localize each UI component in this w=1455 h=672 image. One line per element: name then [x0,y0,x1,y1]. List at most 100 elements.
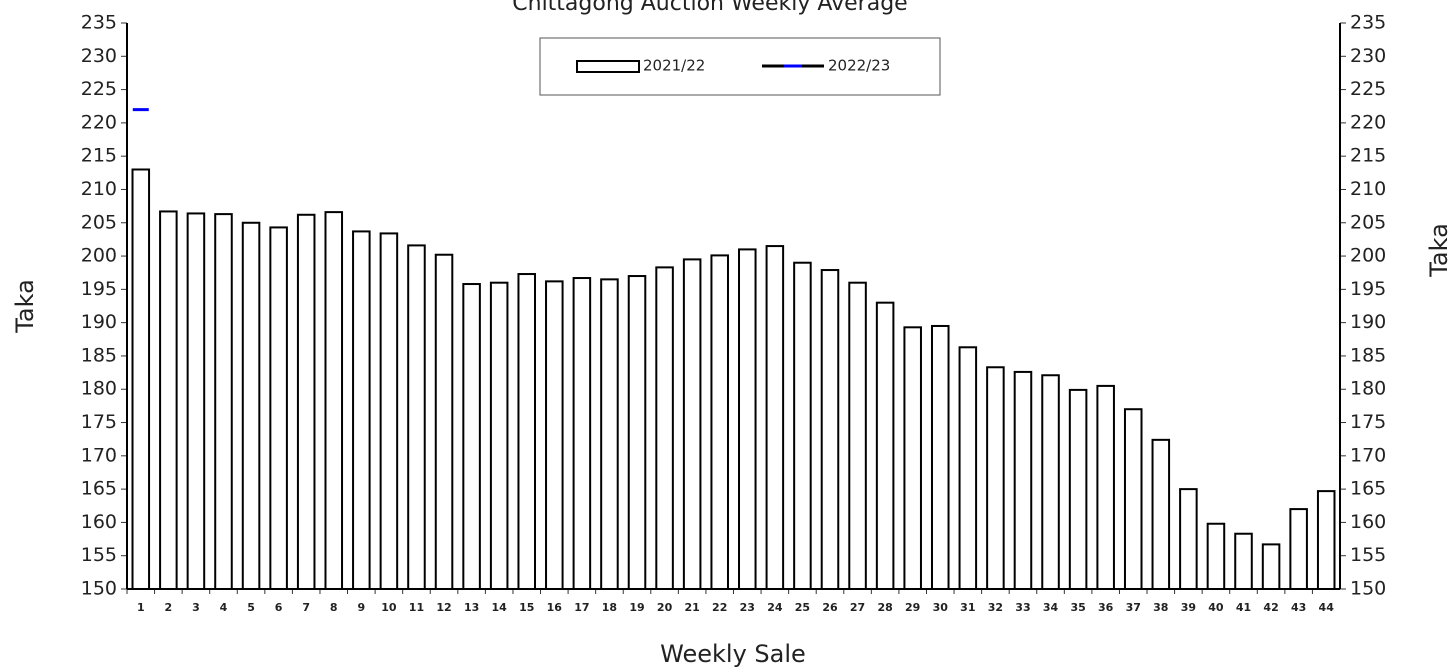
y2-tick-label: 150 [1350,578,1386,600]
y-tick-label: 215 [81,145,117,167]
y-tick-label: 185 [81,344,117,366]
bar [627,275,647,590]
y-tick-label: 220 [81,111,117,133]
bar [131,168,151,590]
y2-tick-label: 230 [1350,45,1386,67]
y-tick-label: 205 [81,211,117,233]
y2-tick-label: 205 [1350,211,1386,233]
x-tick-label: 32 [988,601,1003,614]
x-tick-label: 44 [1319,601,1335,614]
legend-label: 2021/22 [643,57,705,75]
bar [214,213,233,590]
y-tick-label: 235 [81,12,117,34]
bar [793,261,812,590]
y-tick-label: 180 [81,378,117,400]
bar [489,281,509,590]
x-tick-label: 7 [302,601,310,614]
x-tick-label: 23 [740,601,755,614]
bar [1206,522,1226,590]
bar [1289,508,1308,590]
y-tick-label: 200 [81,245,117,267]
x-tick-label: 8 [330,601,338,614]
bar [186,212,206,590]
x-tick-label: 10 [381,601,397,614]
y2-tick-label: 170 [1350,444,1386,466]
bar [296,213,316,591]
bar [517,273,537,590]
x-tick-label: 26 [822,601,838,614]
bar [958,346,978,590]
bar [1151,438,1171,590]
x-tick-label: 31 [960,601,975,614]
y2-tick-label: 225 [1350,78,1386,100]
bar [600,278,619,590]
x-tick-label: 40 [1208,601,1224,614]
x-tick-label: 3 [192,601,200,614]
x-tick-label: 11 [409,601,424,614]
y2-tick-label: 220 [1350,111,1386,133]
bar [241,221,261,590]
bar [1179,488,1198,590]
y2-tick-label: 195 [1350,278,1386,300]
bar [324,211,344,590]
x-tick-label: 14 [492,601,508,614]
x-tick-label: 4 [220,601,228,614]
x-tick-label: 16 [547,601,563,614]
x-tick-label: 15 [519,601,534,614]
bar [1041,374,1060,590]
x-tick-label: 33 [1015,601,1030,614]
x-tick-label: 34 [1043,601,1059,614]
x-tick-label: 29 [905,601,920,614]
x-tick-label: 36 [1098,601,1114,614]
chart-title: Chittagong Auction Weekly Average [512,0,907,16]
legend-label: 2022/23 [828,57,890,75]
x-tick-label: 43 [1291,601,1306,614]
y2-axis-label: Taka [1425,223,1453,278]
bar [379,232,399,590]
x-tick-label: 24 [767,601,783,614]
y2-tick-label: 190 [1350,311,1386,333]
x-tick-label: 19 [629,601,644,614]
y2-tick-label: 210 [1350,178,1386,200]
bar [1096,384,1115,590]
y2-tick-label: 185 [1350,344,1386,366]
x-tick-label: 41 [1236,601,1251,614]
bar [930,324,950,590]
x-tick-label: 25 [795,601,810,614]
bar [352,230,371,590]
y2-tick-label: 160 [1350,511,1386,533]
y-tick-label: 210 [81,178,117,200]
y2-tick-label: 165 [1350,478,1386,500]
y2-tick-label: 235 [1350,12,1386,34]
x-axis-label: Weekly Sale [660,640,806,668]
bar [820,269,840,590]
x-tick-label: 21 [684,601,699,614]
y-tick-label: 190 [81,311,117,333]
bar [848,281,867,590]
x-tick-label: 13 [464,601,479,614]
x-tick-label: 39 [1181,601,1196,614]
x-tick-label: 30 [933,601,949,614]
y-tick-label: 175 [81,411,117,433]
y2-tick-label: 180 [1350,378,1386,400]
y-tick-label: 155 [81,544,117,566]
x-tick-label: 37 [1126,601,1141,614]
x-tick-label: 18 [602,601,617,614]
y-tick-label: 165 [81,478,117,500]
bar [1234,532,1253,590]
bar [738,248,757,590]
y-tick-label: 170 [81,444,117,466]
bar [1013,370,1033,591]
bar [682,258,702,590]
y-tick-label: 225 [81,78,117,100]
y-tick-label: 230 [81,45,117,67]
bar [1123,408,1143,590]
bar [1316,490,1336,590]
x-tick-label: 9 [358,601,366,614]
y2-tick-label: 200 [1350,245,1386,267]
y-axis-label: Taka [11,279,39,334]
bar [655,266,674,590]
bar [710,254,729,590]
x-tick-label: 20 [657,601,673,614]
